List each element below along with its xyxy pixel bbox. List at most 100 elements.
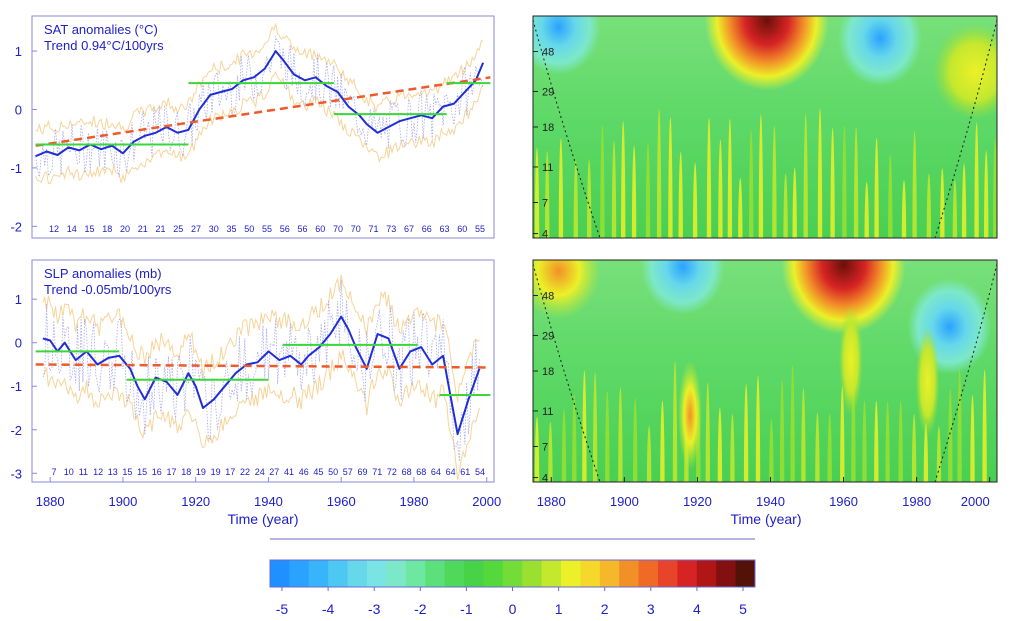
cone-of-influence-right (934, 19, 997, 238)
y-axis: 48 29 18 11 7 4 (533, 291, 554, 485)
wavelet-stripe (982, 369, 987, 482)
x-axis: 1880 1900 1920 1940 1960 1980 2000 (36, 477, 501, 509)
y-tick-label: -3 (10, 466, 22, 481)
period-label: 15 (84, 224, 94, 234)
series-lines (35, 315, 491, 436)
wavelet-stripe (912, 131, 917, 238)
x-tick-label: 1880 (36, 494, 65, 509)
wavelet-stripe (706, 117, 712, 238)
period-label: 17 (166, 467, 176, 477)
y-tick-label: 11 (542, 162, 553, 174)
period-labels: 7 10 11 12 13 15 15 16 17 18 19 19 17 22 24 27 41 46 45 50 5… (51, 467, 485, 477)
power-blob (838, 16, 923, 87)
y-tick-label: 7 (542, 441, 548, 453)
period-label: 57 (343, 467, 353, 477)
colorbar-swatch (677, 560, 698, 587)
wavelet-stripe (660, 400, 665, 482)
period-label: 68 (416, 467, 426, 477)
period-label: 13 (108, 467, 118, 477)
colorbar-swatch (367, 560, 387, 587)
period-label: 60 (457, 224, 467, 234)
y-axis: -2 -1 0 1 (10, 44, 37, 234)
period-label: 46 (299, 467, 309, 477)
wavelet-stripe (534, 147, 540, 238)
wavelet-stripe (769, 419, 774, 482)
x-tick-label: 1920 (181, 494, 210, 509)
y-tick-label: 0 (15, 102, 22, 117)
colorbar-swatch (580, 560, 601, 587)
period-label: 12 (93, 467, 103, 477)
wavelet-stripe (815, 412, 820, 482)
wavelet-stripe (611, 140, 617, 238)
y-tick-label: 4 (542, 473, 548, 485)
period-label: 64 (446, 467, 456, 477)
period-label: 15 (122, 467, 132, 477)
colorbar-swatch (619, 560, 640, 587)
chart-title: SLP anomalies (mb) (44, 266, 162, 281)
x-axis-label: Time (year) (730, 511, 801, 527)
period-label: 19 (211, 467, 221, 477)
wavelet-stripe (993, 138, 997, 238)
period-label: 24 (255, 467, 265, 477)
y-tick-label: -2 (10, 423, 22, 438)
colorbar-tick-label: 1 (555, 601, 563, 617)
colorbar-swatch (386, 560, 407, 587)
wavelet-stripe (874, 400, 879, 482)
x-tick-label: 1960 (327, 494, 356, 509)
trend-line (35, 363, 491, 369)
wavelet-stripe (633, 397, 638, 482)
power-blob (533, 16, 601, 76)
period-label: 66 (422, 224, 432, 234)
colorbar-swatch (483, 560, 504, 587)
chart-title: SAT anomalies (°C) (44, 22, 158, 37)
power-blob (933, 23, 997, 120)
wavelet-stripe (842, 125, 847, 238)
x-tick-label: 1940 (254, 494, 283, 509)
wavelet-stripe (572, 394, 577, 482)
wavelet-stripe (738, 178, 743, 238)
x-tick-label: 1920 (683, 494, 712, 509)
wavelet-stripe (534, 416, 540, 482)
period-label: 50 (328, 467, 338, 477)
x-tick-label: 2000 (472, 494, 501, 509)
trend-line (35, 76, 491, 147)
period-label: 71 (372, 467, 382, 477)
colorbar-swatch (716, 560, 737, 587)
period-label: 20 (120, 224, 130, 234)
power-blob (640, 260, 725, 315)
wavelet-stripe (957, 369, 962, 482)
wavelet-stripe (631, 145, 637, 238)
period-label: 15 (137, 467, 147, 477)
wavelet-stripe (668, 117, 673, 238)
raw-series (42, 279, 480, 462)
wavelet-stripe (961, 163, 967, 238)
colorbar-tick-label: -4 (322, 601, 335, 617)
wavelet-stripe (656, 108, 662, 238)
wavelet-stripe (727, 118, 733, 238)
colorbar-swatch (561, 560, 581, 587)
wavelet-stripe (758, 114, 764, 238)
wavelet-stripe (678, 151, 683, 238)
wavelet-stripe (888, 154, 893, 238)
wavelet-power-blobs (533, 16, 997, 120)
period-label: 61 (460, 467, 470, 477)
period-label: 70 (351, 224, 361, 234)
colorbar-swatch (289, 560, 310, 587)
colorbar-swatch (522, 560, 543, 587)
cone-of-influence-left (533, 19, 601, 238)
colorbar-tick-label: -2 (414, 601, 427, 617)
wavelet-stripe (582, 370, 587, 482)
colorbar-swatch (735, 560, 756, 587)
x-tick-label: 1900 (610, 494, 639, 509)
power-blob (678, 360, 703, 471)
period-labels: 12 14 15 18 20 21 21 25 27 30 35 50 55 56 56 60 70 70 71 73… (49, 224, 485, 234)
y-tick-label: 29 (542, 330, 554, 342)
wavelet-stripe (803, 113, 808, 238)
period-label: 21 (138, 224, 148, 234)
wavelet-stripe (558, 138, 564, 238)
wavelet-stripe (830, 127, 835, 238)
smoothed-series (35, 50, 485, 158)
period-label: 14 (67, 224, 77, 234)
smoothed-series (42, 315, 481, 436)
